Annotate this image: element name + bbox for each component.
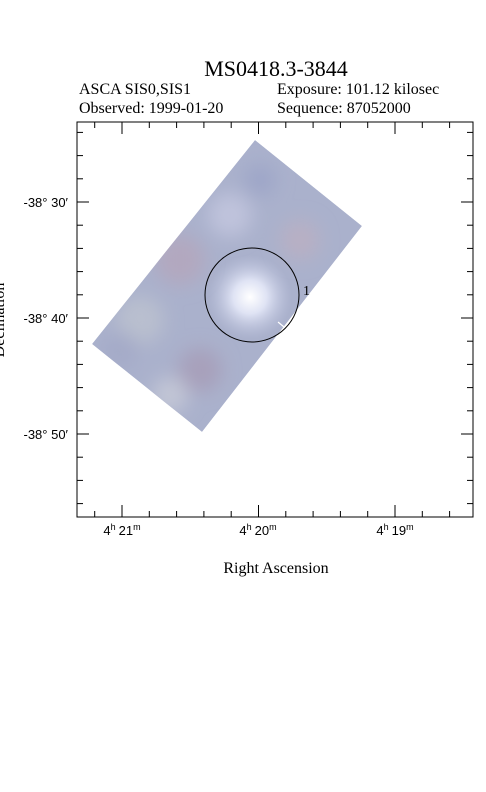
marker [277, 321, 285, 328]
y-tick-label: -38° 40′ [24, 311, 69, 326]
sequence: Sequence: 87052000 [277, 100, 411, 117]
x-tick-label-part: h [384, 522, 389, 532]
x-tick-label-part: h [247, 522, 252, 532]
x-tick-label-part: 21 [119, 523, 133, 538]
x-axis-label: Right Ascension [223, 560, 328, 577]
x-tick-label-part: 4 [239, 523, 246, 538]
x-tick-label-part: h [111, 522, 116, 532]
x-tick-label-part: m [269, 522, 277, 532]
source-region [204, 247, 300, 343]
y-axis-label: Declination [0, 283, 8, 358]
instrument: ASCA SIS0,SIS1 [79, 81, 191, 98]
x-tick-label-part: 19 [392, 523, 406, 538]
observed: Observed: 1999-01-20 [79, 100, 223, 117]
y-tick-label: -38° 30′ [24, 195, 69, 210]
x-tick-label-part: 4 [376, 523, 383, 538]
x-tick-label-part: m [133, 522, 141, 532]
x-tick-label: 4h 21m [103, 522, 140, 538]
ticks [77, 122, 473, 517]
x-tick-label-part: 4 [103, 523, 110, 538]
source-label: 1 [303, 284, 310, 299]
exposure: Exposure: 101.12 kilosec [277, 81, 439, 98]
x-tick-label: 4h 19m [376, 522, 413, 538]
title: MS0418.3-3844 [204, 56, 348, 81]
image-field [92, 140, 362, 432]
x-tick-label-part: 20 [255, 523, 269, 538]
x-tick-label-part: m [406, 522, 414, 532]
x-tick-label: 4h 20m [239, 522, 276, 538]
y-tick-label: -38° 50′ [24, 427, 69, 442]
plot-frame [76, 121, 474, 518]
